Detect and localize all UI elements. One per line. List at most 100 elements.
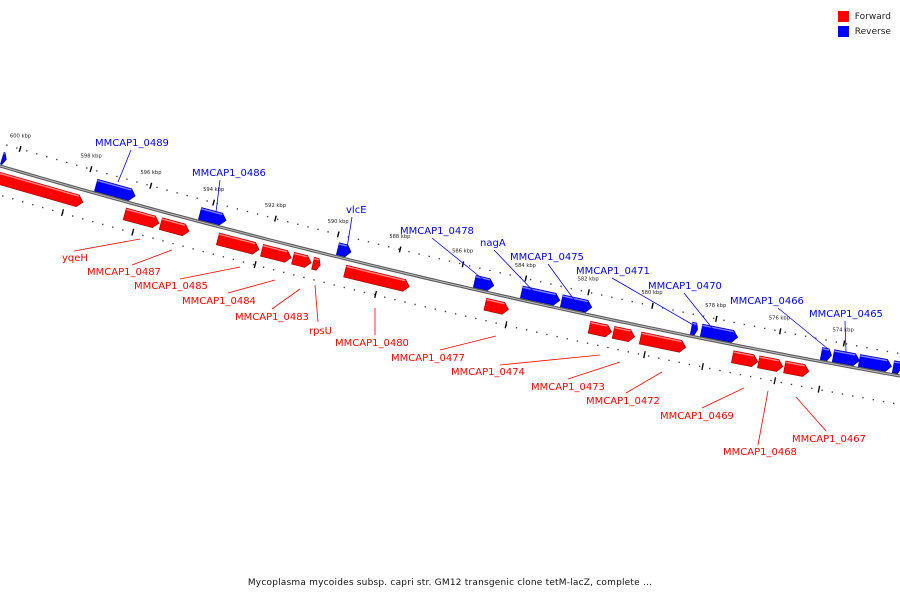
gene-label: vlcE [346,205,367,216]
label-leader-line [499,354,601,366]
forward-gene-arrow [587,320,613,338]
scale-tick [651,302,654,309]
gene-label: MMCAP1_0465 [809,309,883,320]
label-leader-line [795,396,827,432]
gene-body [757,355,784,372]
gene-shine [218,233,256,245]
forward-gene-arrow [260,244,292,263]
forward-gene-arrow [311,256,321,271]
gene-label: yqeH [62,253,88,264]
gene-label: MMCAP1_0487 [87,267,161,278]
reverse-gene-arrow [699,323,739,343]
lower-dotted-track [0,194,896,405]
reverse-gene-arrow [831,349,860,366]
tick-label: 574 kbp [833,328,855,334]
gene-label: nagA [480,238,506,249]
scale-tick [149,182,153,189]
gene-body [94,178,136,201]
label-leader-line [493,249,540,298]
tick-label: 582 kbp [578,277,600,283]
gene-label: MMCAP1_0466 [730,296,804,307]
reverse-gene-arrow [198,207,227,226]
reverse-swatch-icon [837,26,849,37]
gene-shine [702,324,734,333]
tick-label: 576 kbp [769,316,791,322]
reverse-gene-arrow [819,347,832,362]
gene-label: rpsU [309,326,332,337]
lower-tick [504,321,508,329]
lower-tick [253,261,257,269]
reverse-gene-arrow [857,354,892,372]
label-leader-line [271,288,301,310]
gene-body [699,323,739,343]
gene-body [0,171,84,208]
lower-tick [817,385,821,393]
gene-shine [263,244,288,253]
gene-shine [562,295,588,303]
gene-shine [894,361,900,364]
label-leader-line [547,263,576,302]
gene-label: MMCAP1_0480 [335,338,409,349]
forward-gene-arrow [783,360,810,377]
gene-body [519,285,561,306]
gene-body [587,320,613,338]
scale-tick [461,261,465,268]
label-leader-line [701,387,745,409]
gene-shine [692,322,697,325]
tick-label: 600 kbp [10,133,32,139]
gene-shine [0,172,80,197]
tick-label: 588 kbp [389,234,411,240]
map-caption: Mycoplasma mycoides subsp. capri str. GM… [247,578,653,588]
lower-tick [701,363,704,371]
gene-label: MMCAP1_0489 [95,138,169,149]
reverse-gene-arrow [94,178,136,201]
gene-label: MMCAP1_0486 [192,168,266,179]
gene-label: MMCAP1_0478 [400,226,474,237]
label-leader-line [215,179,221,213]
forward-gene-arrow [731,350,759,367]
lower-tick [773,377,777,385]
lower-tick [131,228,135,236]
gene-body [0,152,7,165]
label-leader-line [117,149,132,183]
gene-body [891,360,900,374]
gene-body [198,207,227,226]
tick-label: 592 kbp [265,203,287,209]
tick-label: 590 kbp [328,219,350,225]
gene-label: MMCAP1_0472 [586,396,660,407]
reverse-gene-arrow [0,152,7,165]
gene-body [122,207,160,229]
tick-label: 596 kbp [140,170,162,176]
gene-shine [338,243,348,247]
scale-tick [842,340,846,347]
gene-shine [294,252,308,258]
gene-shine [161,218,186,226]
gene-label: MMCAP1_0468 [723,447,797,458]
scale-tick [274,215,277,222]
forward-gene-arrow [215,232,260,255]
gene-shine [590,321,608,327]
gene-shine [834,350,856,356]
gene-body [311,256,321,271]
legend-item-reverse: Reverse [837,24,891,39]
forward-gene-arrow [0,171,84,208]
gene-label: MMCAP1_0484 [182,296,256,307]
forward-gene-arrow [291,251,312,268]
tick-label: 584 kbp [515,263,537,269]
gene-label: MMCAP1_0485 [134,281,208,292]
gene-shine [125,208,156,218]
scale-tick [587,289,590,296]
gene-shine [759,356,779,362]
tick-label: 594 kbp [203,187,225,193]
lower-tick [60,209,65,217]
label-leader-line [131,249,173,266]
gene-body [638,331,687,353]
gene-shine [97,179,132,191]
gene-body [343,264,410,292]
scale-tick [18,145,22,153]
gene-shine [641,332,682,343]
label-leader-line [611,277,696,327]
label-leader-line [567,361,621,380]
gene-shine [614,326,631,332]
